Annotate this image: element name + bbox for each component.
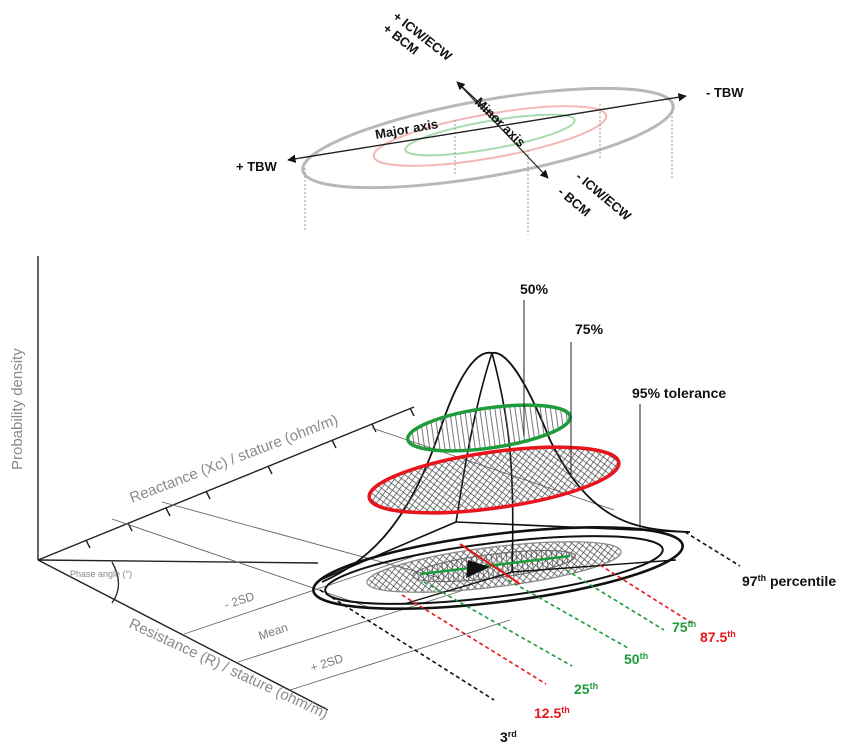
phase-angle-label: Phase angle (°) [70, 569, 132, 579]
p3-label: 3rd [500, 729, 517, 744]
p97-label: 97th percentile [742, 573, 836, 589]
tolerance-ellipse-75 [372, 105, 608, 167]
level-75-label: 75% [575, 321, 604, 337]
major-axis-label: Major axis [374, 116, 439, 142]
xc-axis [37, 406, 415, 561]
level-95-label: 95% tolerance [632, 385, 726, 401]
minus-tbw-label: - TBW [706, 85, 744, 100]
base-ellipse-outer [312, 526, 684, 610]
base-ellipse-outer2 [324, 535, 664, 605]
minus-2sd-label: - 2SD [223, 589, 257, 612]
minor-axis-line [456, 81, 501, 123]
tolerance-ellipse-95 [301, 86, 675, 190]
p12-label: 12.5th [534, 705, 570, 721]
level-50-label: 50% [520, 281, 549, 297]
p25-label: 25th [574, 681, 598, 697]
percentile-lines-group [319, 531, 741, 701]
mean-label: Mean [257, 620, 290, 643]
y-axis-label: Probability density [9, 348, 26, 470]
slice-75-red [367, 445, 621, 515]
p75-label: 75th [672, 619, 696, 635]
plus-tbw-label: + TBW [236, 159, 278, 174]
r-axis-label: Resistance (R) / stature (ohm/m) [126, 615, 330, 722]
percentile-labels-group: 97th percentile 87.5th 75th 50th 25th 12… [500, 573, 836, 745]
p87-label: 87.5th [700, 629, 736, 645]
r-axis [37, 559, 329, 711]
top-ellipse-group: + ICW/ECW + BCM - TBW + TBW Major axis M… [236, 9, 744, 235]
plus-2sd-label: + 2SD [309, 651, 346, 675]
tolerance-ellipse-50 [404, 113, 576, 157]
bell-surface-group: 50% 75% 95% tolerance [312, 281, 726, 610]
xc-axis-label: Reactance (Xc) / stature (ohm/m) [127, 411, 340, 506]
slice-50-green [406, 403, 572, 453]
p50-label: 50th [624, 651, 648, 667]
